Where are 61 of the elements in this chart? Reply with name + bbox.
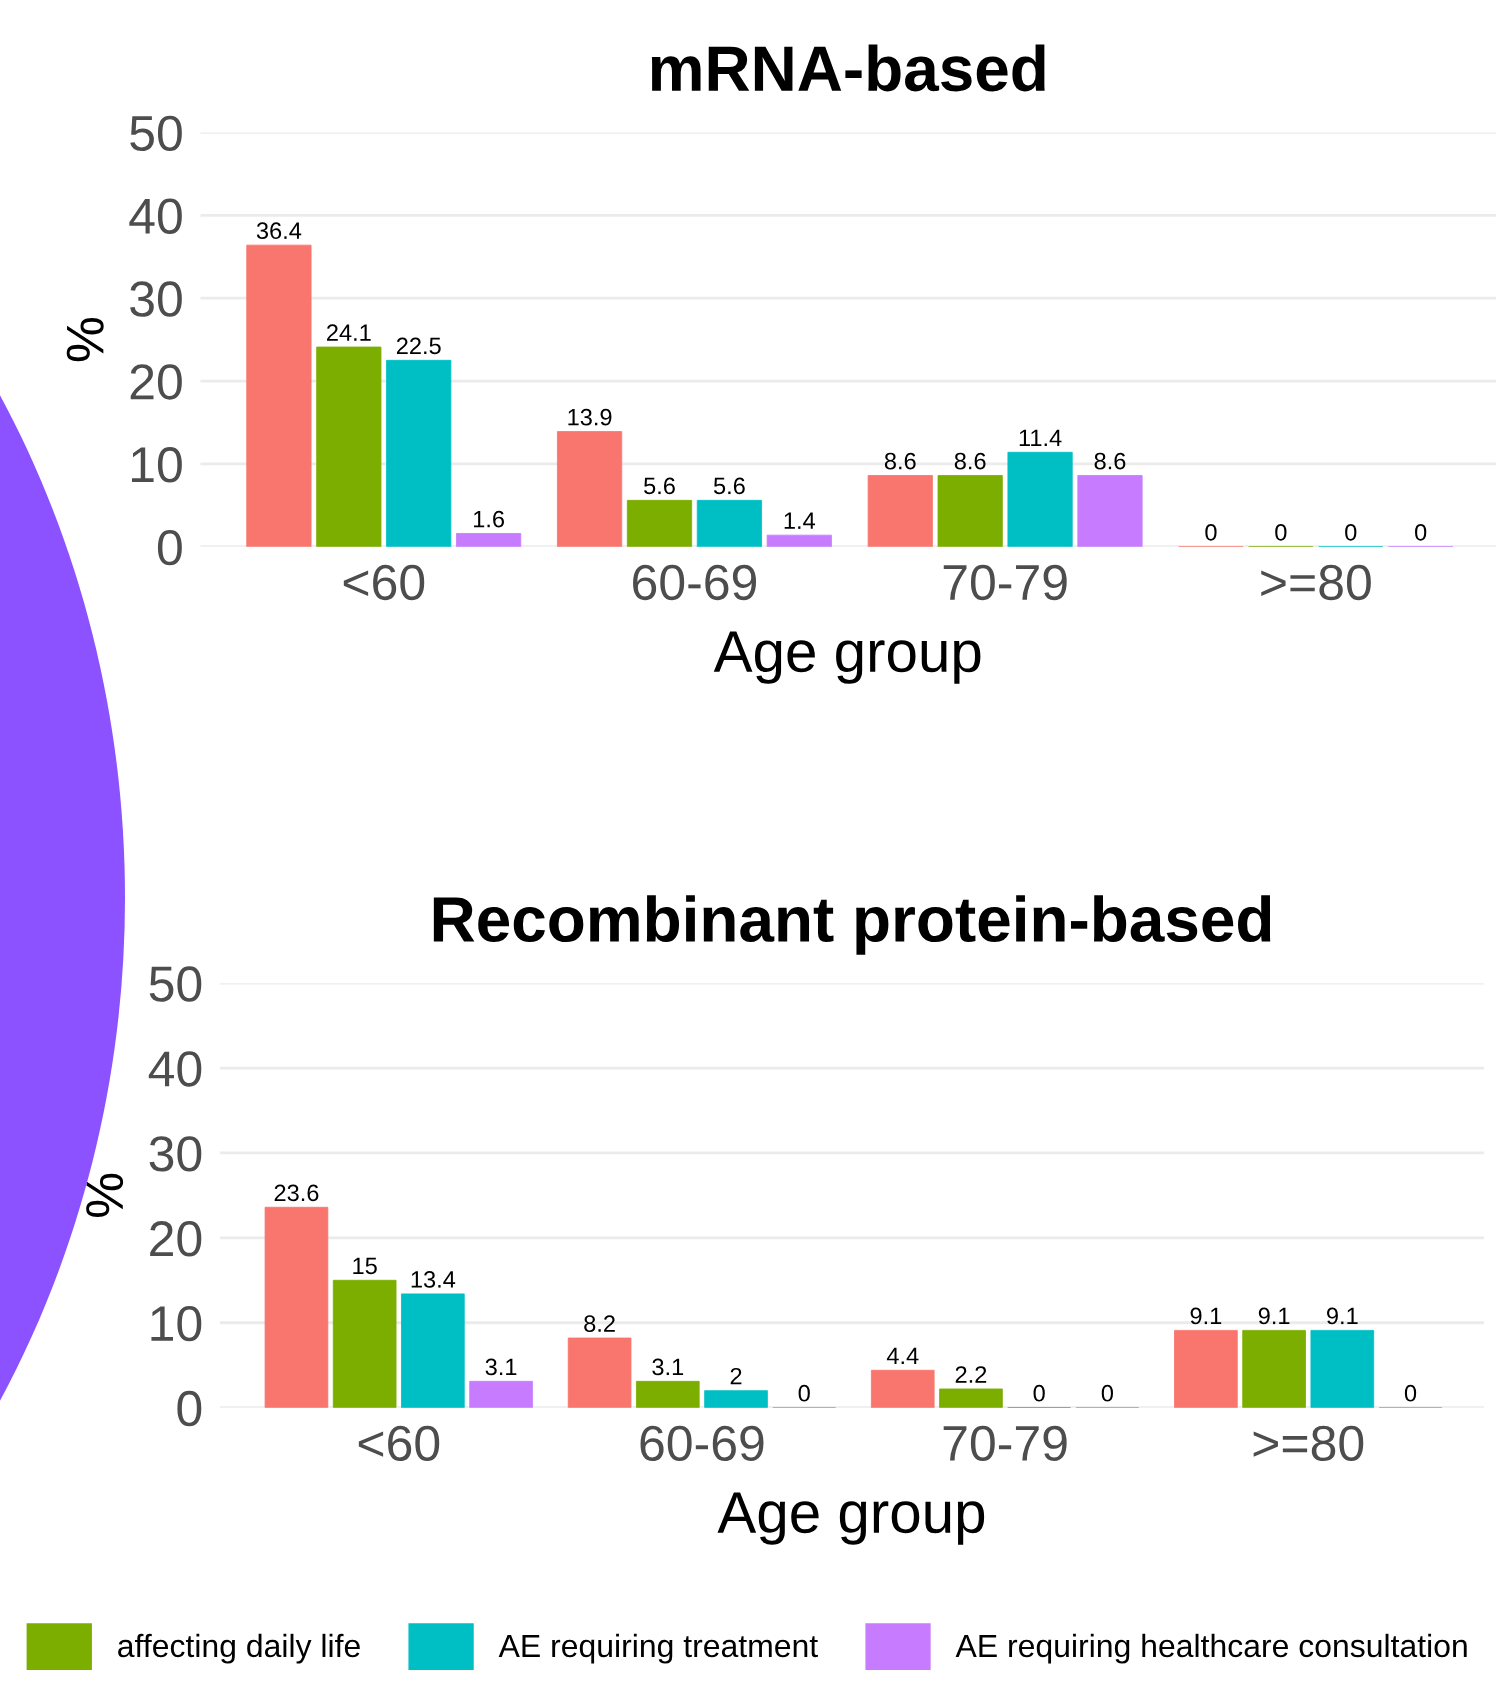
legend-label: affecting daily life [118,1633,360,1664]
y-tick-label: 30 [130,281,182,317]
data-label: 1.4 [784,512,816,529]
data-label: 0 [1404,1384,1417,1402]
y-tick-label: 30 [149,1136,202,1172]
data-label: 2.2 [955,1366,987,1383]
data-label: 8.6 [1094,452,1126,470]
data-label: 0 [1101,1384,1114,1402]
data-label: 11.4 [1019,429,1062,446]
x-tick-label: >=80 [1261,564,1371,601]
y-tick-label: 10 [132,447,182,483]
x-tick-label: 60-69 [640,1425,764,1462]
y-tick-label: 20 [150,1221,202,1257]
data-label: 3.1 [652,1358,684,1376]
y-tick-label: 40 [129,198,182,234]
data-label: 22.5 [396,337,441,355]
chart-title: Recombinant protein-based [433,895,1271,955]
y-tick-label: 0 [177,1390,202,1427]
data-label: 15 [353,1257,377,1275]
data-label: 3.1 [485,1358,517,1376]
y-tick-label: 50 [130,115,182,152]
data-label: 9.1 [1327,1307,1358,1325]
data-label: 8.2 [584,1315,615,1332]
data-label: 23.6 [274,1184,319,1202]
x-tick-label: 70-79 [943,564,1067,601]
data-label: 1.6 [474,510,504,528]
x-axis-title: Age group [713,631,981,684]
x-axis-title: Age group [717,1492,985,1545]
legend-label: AE requiring treatment [498,1633,818,1664]
data-label: 36.4 [256,222,302,240]
data-label: 13.9 [568,408,612,426]
y-tick-label: 10 [151,1305,202,1342]
data-label: 5.6 [713,477,745,495]
x-tick-label: 60-69 [633,564,757,601]
y-axis-title: % [86,1173,124,1217]
x-tick-label: <60 [343,564,425,601]
x-tick-label: <60 [358,1425,440,1462]
data-label: 24.1 [327,324,371,341]
y-tick-label: 20 [130,364,182,400]
x-tick-label: 70-79 [943,1425,1067,1462]
y-axis-title: % [66,318,104,362]
chart-title: mRNA-based [651,44,1045,92]
data-label: 13.4 [411,1271,456,1288]
data-label: 8.6 [884,452,916,470]
data-label: 0 [798,1384,810,1402]
legend-label: AE requiring healthcare consultation [955,1633,1467,1664]
data-label: 0 [1033,1384,1045,1402]
data-label: 8.6 [954,452,986,470]
data-label: 0 [1275,523,1287,541]
x-tick-label: >=80 [1253,1425,1364,1462]
y-tick-label: 50 [149,966,202,1002]
data-label: 9.1 [1190,1307,1222,1325]
data-label: 5.6 [644,477,675,495]
data-label: 9.1 [1258,1307,1290,1325]
data-label: 0 [1345,523,1357,541]
y-tick-label: 0 [157,529,182,566]
data-label: 4.4 [886,1347,919,1364]
y-tick-label: 40 [148,1051,202,1087]
data-label: 2 [730,1367,742,1385]
data-label: 0 [1415,523,1427,541]
data-label: 0 [1205,523,1217,541]
